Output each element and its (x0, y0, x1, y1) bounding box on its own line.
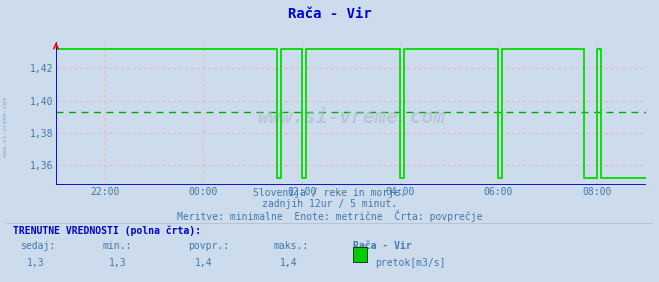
Text: povpr.:: povpr.: (188, 241, 229, 251)
Text: 1,4: 1,4 (194, 258, 212, 268)
Text: pretok[m3/s]: pretok[m3/s] (375, 258, 445, 268)
Text: Slovenija / reke in morje.: Slovenija / reke in morje. (253, 188, 406, 197)
Text: TRENUTNE VREDNOSTI (polna črta):: TRENUTNE VREDNOSTI (polna črta): (13, 226, 201, 236)
Text: 1,4: 1,4 (280, 258, 298, 268)
Text: Rača - Vir: Rača - Vir (353, 241, 411, 251)
Text: min.:: min.: (102, 241, 132, 251)
Text: sedaj:: sedaj: (20, 241, 55, 251)
Text: zadnjih 12ur / 5 minut.: zadnjih 12ur / 5 minut. (262, 199, 397, 209)
Text: Meritve: minimalne  Enote: metrične  Črta: povprečje: Meritve: minimalne Enote: metrične Črta:… (177, 210, 482, 222)
Text: 1,3: 1,3 (26, 258, 44, 268)
Text: www.si-vreme.com: www.si-vreme.com (3, 97, 8, 157)
Text: maks.:: maks.: (273, 241, 308, 251)
Text: Rača - Vir: Rača - Vir (287, 7, 372, 21)
Text: 1,3: 1,3 (109, 258, 127, 268)
Text: www.si-vreme.com: www.si-vreme.com (257, 108, 445, 127)
